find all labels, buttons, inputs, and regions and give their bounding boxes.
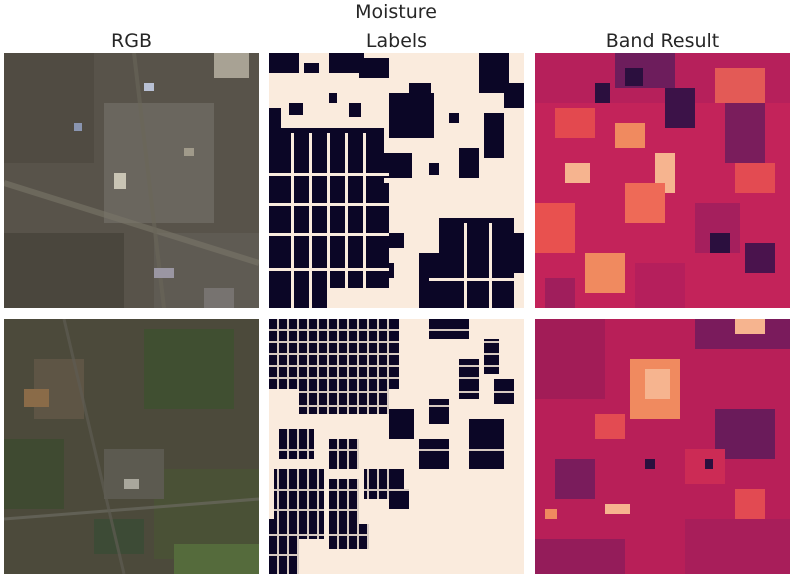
figure-title: Moisture: [355, 1, 437, 23]
labels-image-row-2: [269, 319, 524, 574]
column-title-band-result: Band Result: [605, 30, 720, 52]
rgb-image-row-2: [4, 319, 259, 574]
column-title-rgb: RGB: [111, 30, 152, 52]
rgb-image-row-1: [4, 53, 259, 308]
band-result-image-row-1: [535, 53, 790, 308]
band-result-image-row-2: [535, 319, 790, 574]
labels-image-row-1: [269, 53, 524, 308]
column-title-labels: Labels: [365, 30, 428, 52]
